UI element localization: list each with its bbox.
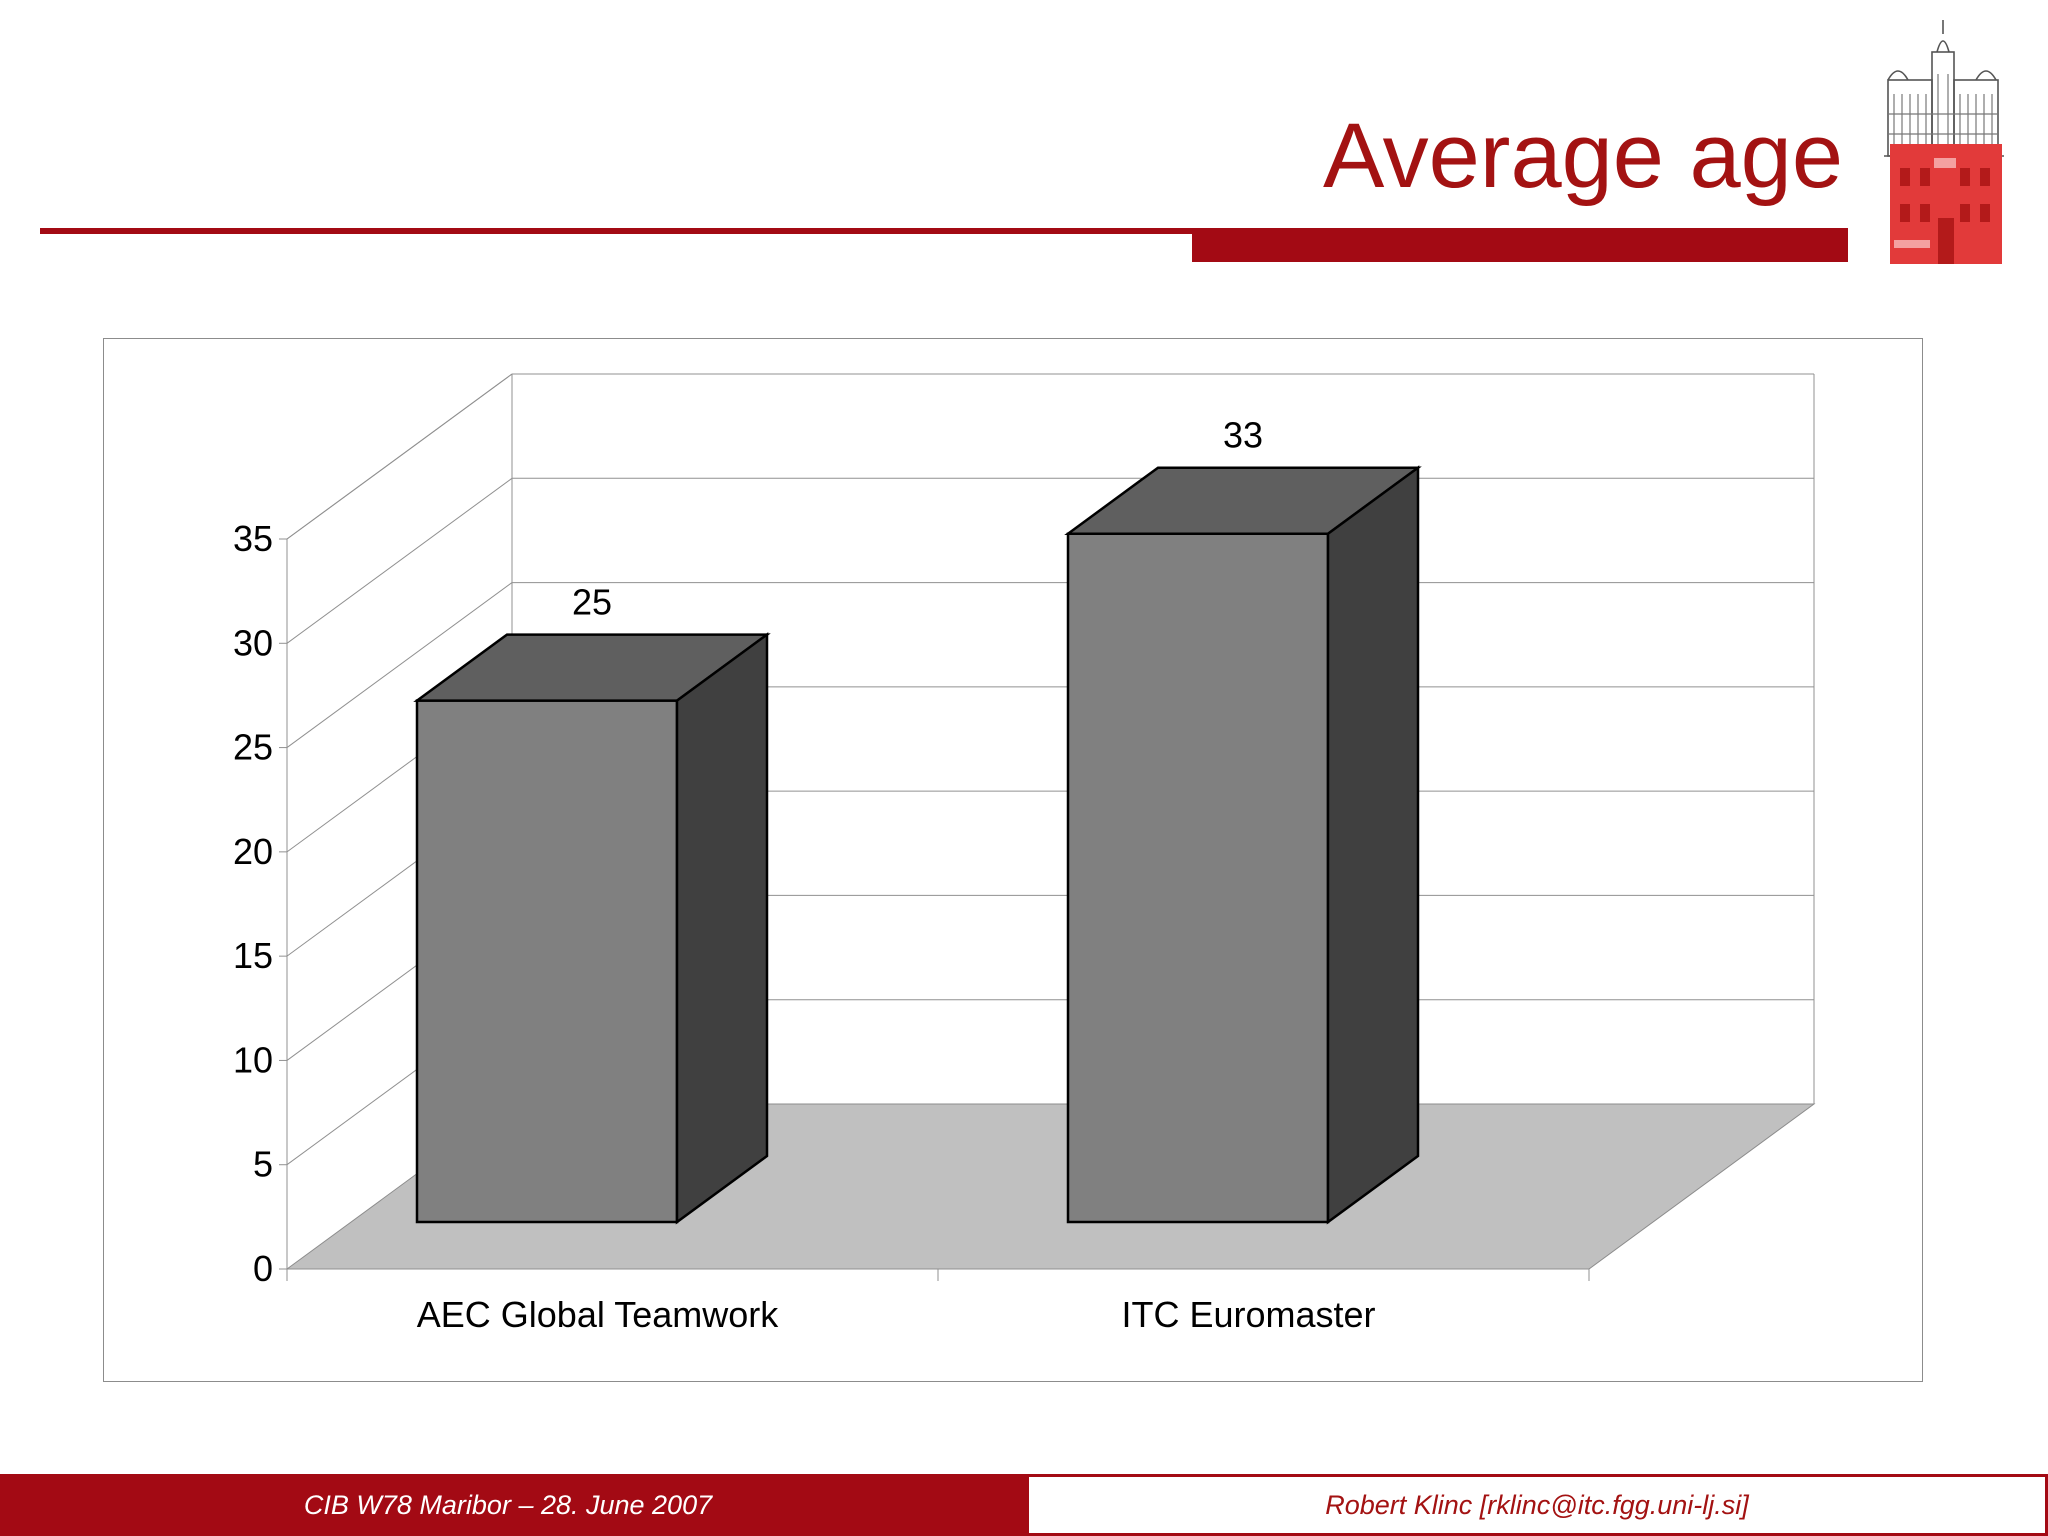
y-tick-label: 35 (233, 518, 273, 559)
bar-data-label: 33 (1223, 415, 1263, 456)
x-category-label: ITC Euromaster (1121, 1294, 1375, 1335)
y-tick-label: 10 (233, 1039, 273, 1080)
y-tick-label: 20 (233, 831, 273, 872)
y-tick-label: 0 (253, 1248, 273, 1289)
chart-frame: 0 5 10 15 20 25 30 35 25 AEC Global Teamwork 33 ITC… (103, 338, 1923, 1382)
footer-author-text: Robert Klinc [rklinc@itc.fgg.uni-lj.si] (1325, 1489, 1749, 1520)
footer-conference: CIB W78 Maribor – 28. June 2007 (0, 1474, 1026, 1536)
university-building-logo (1884, 20, 2004, 264)
footer-author: Robert Klinc [rklinc@itc.fgg.uni-lj.si] (1026, 1474, 2048, 1536)
gridline-side (286, 477, 513, 644)
bar-side-face (675, 632, 769, 1225)
slide-title: Average age (1322, 105, 1843, 207)
bar-data-label: 25 (572, 582, 612, 623)
gridline-side (286, 373, 513, 540)
y-tick-label: 5 (253, 1144, 273, 1185)
bar-side-face (1326, 465, 1420, 1225)
y-tick-label: 25 (233, 727, 273, 768)
x-category-label: AEC Global Teamwork (417, 1294, 779, 1335)
y-tick-label: 30 (233, 622, 273, 663)
footer-conference-text: CIB W78 Maribor – 28. June 2007 (303, 1489, 713, 1520)
bar-front-face (415, 699, 679, 1224)
title-rule-thick (1192, 228, 1848, 262)
title-rule-thin (40, 228, 1192, 234)
bar-front-face (1066, 532, 1330, 1224)
bar-chart: 0 5 10 15 20 25 30 35 25 AEC Global Teamwork 33 ITC… (233, 373, 1816, 1335)
gridline-side (286, 582, 513, 748)
y-tick-label: 15 (233, 935, 273, 976)
